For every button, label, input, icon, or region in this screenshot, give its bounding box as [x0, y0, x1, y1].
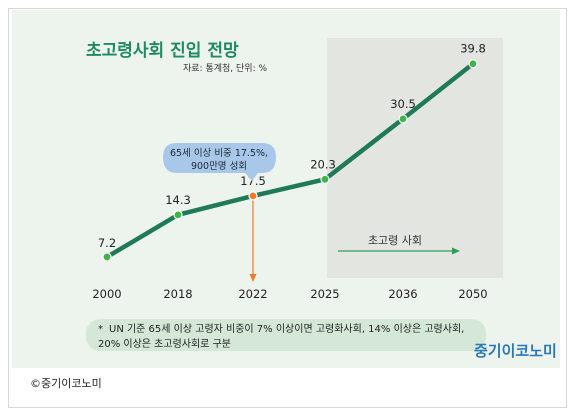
- chart-source: 자료: 통계청, 단위: %: [183, 64, 268, 74]
- brand-logo: 중기이코노미: [474, 342, 557, 360]
- data-point: [468, 59, 478, 69]
- x-tick-label: 2025: [310, 287, 339, 301]
- series-line: [104, 61, 476, 260]
- x-tick-label: 2018: [163, 287, 192, 301]
- callout-bubble: [163, 143, 276, 181]
- x-tick-label: 2000: [92, 287, 121, 301]
- data-label: 7.2: [98, 236, 116, 250]
- image-credit: ©중기이코노미: [30, 377, 102, 390]
- callout-line-2: 900만명 성회: [191, 161, 247, 172]
- highlight-arrow-head: [249, 274, 257, 282]
- x-tick-label: 2050: [458, 287, 487, 301]
- data-label: 17.5: [240, 174, 266, 188]
- footnote-bullet: *: [98, 324, 103, 335]
- x-tick-label: 2036: [388, 287, 417, 301]
- data-point: [173, 210, 183, 220]
- callout-line-1: 65세 이상 비중 17.5%,: [170, 148, 268, 159]
- data-point: [102, 252, 112, 262]
- data-point: [320, 174, 330, 184]
- data-label: 20.3: [310, 157, 336, 171]
- chart-title: 초고령사회 진입 전망: [86, 41, 239, 61]
- footnote-line-1: UN 기준 65세 이상 고령자 비중이 7% 이상이면 고령화사회, 14% …: [109, 324, 465, 335]
- region-label: 초고령 사회: [368, 234, 422, 247]
- region-arrow-head: [452, 247, 460, 255]
- data-label: 30.5: [390, 97, 416, 111]
- data-point: [398, 114, 408, 124]
- x-tick-label: 2022: [238, 287, 267, 301]
- shaded-region: [327, 38, 503, 278]
- data-point: [248, 191, 258, 201]
- footnote-line-2: 20% 이상은 초고령사회로 구분: [98, 339, 231, 350]
- footnote-box: * UN 기준 65세 이상 고령자 비중이 7% 이상이면 고령화사회, 14%…: [86, 319, 486, 351]
- data-label: 39.8: [460, 42, 486, 56]
- data-label: 14.3: [165, 193, 191, 207]
